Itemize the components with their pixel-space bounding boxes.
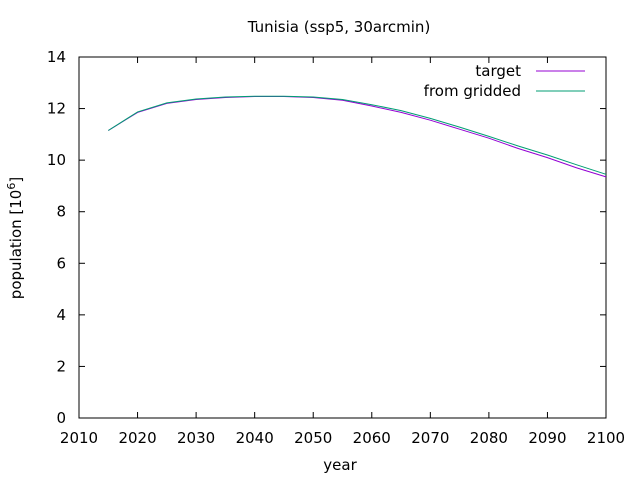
x-tick-label: 2100 xyxy=(587,429,625,447)
y-tick-label: 4 xyxy=(56,306,66,324)
x-tick-label: 2090 xyxy=(528,429,566,447)
y-axis-label: population [106] xyxy=(5,177,25,299)
x-tick-label: 2010 xyxy=(60,429,98,447)
plot-area xyxy=(78,56,607,419)
y-tick-label: 14 xyxy=(47,48,66,66)
series-line-from-gridded xyxy=(108,95,607,175)
series-line-target xyxy=(108,96,607,178)
y-tick-label: 12 xyxy=(47,100,66,118)
x-axis-label: year xyxy=(323,456,357,474)
y-tick-label: 6 xyxy=(56,254,66,272)
y-axis-label-text: population [10 xyxy=(7,190,25,300)
x-tick-label: 2050 xyxy=(294,429,332,447)
x-tick-label: 2060 xyxy=(353,429,391,447)
chart-title: Tunisia (ssp5, 30arcmin) xyxy=(247,18,431,36)
y-tick-label: 10 xyxy=(47,151,66,169)
y-axis: 0 2 4 6 8 10 12 14 xyxy=(47,48,606,427)
x-tick-label: 2030 xyxy=(177,429,215,447)
y-axis-label-exponent: 6 xyxy=(5,183,18,190)
x-tick-label: 2070 xyxy=(411,429,449,447)
y-tick-label: 0 xyxy=(56,409,66,427)
y-tick-label: 2 xyxy=(56,357,66,375)
y-axis-label-suffix: ] xyxy=(7,177,25,183)
x-tick-label: 2040 xyxy=(236,429,274,447)
plot-border xyxy=(78,56,607,419)
y-tick-label: 8 xyxy=(56,203,66,221)
x-tick-label: 2020 xyxy=(118,429,156,447)
legend-label: from gridded xyxy=(424,82,521,100)
legend-label: target xyxy=(475,62,521,80)
x-tick-label: 2080 xyxy=(470,429,508,447)
x-axis: 2010 2020 2030 2040 2050 2060 2070 2080 2090 2100 xyxy=(60,57,625,447)
legend: target from gridded xyxy=(424,62,585,100)
series-layer xyxy=(108,95,607,178)
